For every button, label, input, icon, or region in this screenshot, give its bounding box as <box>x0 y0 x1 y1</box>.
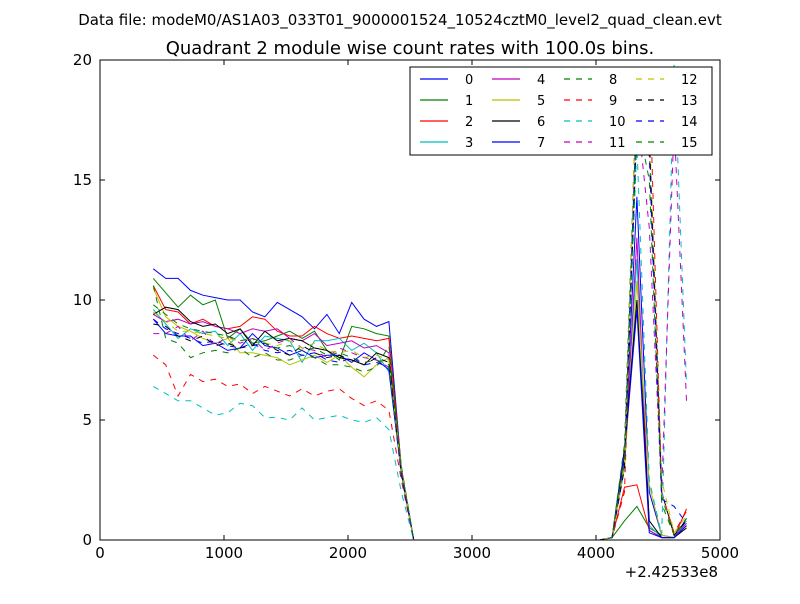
legend-label-6: 6 <box>537 115 545 130</box>
legend-box <box>409 66 713 156</box>
legend-label-3: 3 <box>465 136 473 151</box>
series-line-2 <box>152 285 687 540</box>
legend-label-15: 15 <box>681 136 698 151</box>
series-line-14 <box>152 100 687 540</box>
series-line-0 <box>152 196 687 540</box>
legend-label-1: 1 <box>465 94 473 109</box>
y-tick-label: 5 <box>82 411 92 429</box>
series-line-1 <box>152 278 687 540</box>
x-tick-label: 3000 <box>453 544 491 562</box>
legend-label-10: 10 <box>609 115 626 130</box>
series-line-11 <box>153 107 687 540</box>
series-line-6 <box>153 299 687 540</box>
series-line-5 <box>152 280 687 540</box>
legend-label-14: 14 <box>681 115 698 130</box>
legend-label-5: 5 <box>537 94 545 109</box>
x-tick-label: 0 <box>95 544 105 562</box>
series-line-7 <box>152 309 687 540</box>
legend-label-7: 7 <box>537 136 545 151</box>
y-tick-label: 20 <box>73 51 92 69</box>
legend-label-13: 13 <box>681 94 698 109</box>
legend-label-8: 8 <box>609 73 617 88</box>
plot-area <box>152 64 687 540</box>
series-line-4 <box>153 237 687 540</box>
legend-label-2: 2 <box>465 115 473 130</box>
x-tick-label: 1000 <box>205 544 243 562</box>
x-tick-label: 4000 <box>577 544 615 562</box>
y-tick-label: 15 <box>73 171 92 189</box>
legend-label-12: 12 <box>681 73 698 88</box>
series-line-3 <box>152 259 687 540</box>
y-tick-label: 10 <box>73 291 92 309</box>
y-tick-label: 0 <box>82 531 92 549</box>
series-line-15 <box>152 117 687 540</box>
x-tick-label: 5000 <box>701 544 739 562</box>
legend-label-4: 4 <box>537 73 545 88</box>
chart-title: Quadrant 2 module wise count rates with … <box>166 38 655 59</box>
legend-label-0: 0 <box>465 73 473 88</box>
legend-label-9: 9 <box>609 94 617 109</box>
x-tick-label: 2000 <box>329 544 367 562</box>
suptitle: Data file: modeM0/AS1A03_033T01_90000015… <box>78 11 722 30</box>
legend-label-11: 11 <box>609 136 626 151</box>
x-axis-offset-label: +2.42533e8 <box>625 563 718 581</box>
series-line-10 <box>153 64 687 540</box>
